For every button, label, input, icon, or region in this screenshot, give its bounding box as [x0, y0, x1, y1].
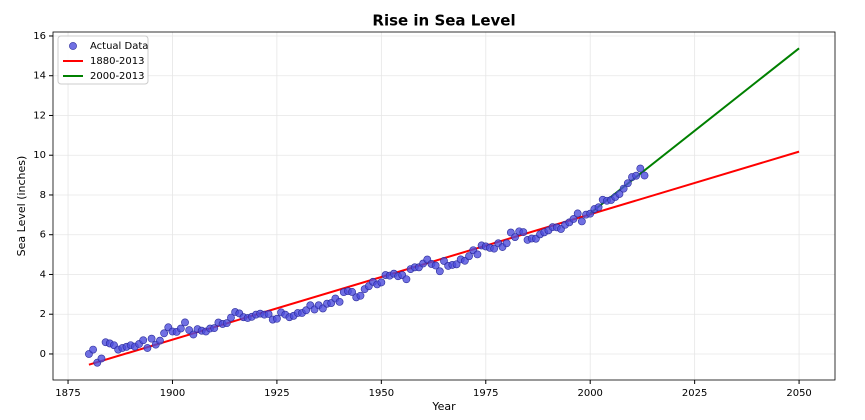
data-point: [273, 314, 281, 323]
data-point: [302, 306, 311, 315]
legend-label: Actual Data: [90, 41, 148, 52]
y-tick-label: 14: [33, 71, 46, 82]
data-point: [640, 171, 649, 180]
legend-label: 1880-2013: [90, 56, 145, 67]
data-point: [176, 324, 185, 333]
data-point: [222, 319, 231, 328]
x-tick-label: 1950: [369, 388, 394, 399]
y-tick-label: 10: [33, 150, 46, 161]
data-point: [210, 324, 219, 333]
data-point: [619, 184, 628, 193]
data-point: [577, 217, 586, 226]
data-point: [181, 318, 189, 327]
data-point: [623, 179, 632, 188]
x-tick-label: 1900: [160, 388, 185, 399]
data-point: [139, 336, 148, 345]
data-point: [264, 310, 273, 318]
data-point: [490, 244, 499, 253]
data-point: [156, 336, 164, 345]
data-point: [435, 267, 444, 276]
legend-label: 2000-2013: [90, 71, 145, 82]
data-point: [615, 190, 624, 198]
data-point: [147, 334, 156, 343]
data-point: [632, 171, 641, 180]
chart-title: Rise in Sea Level: [372, 12, 515, 30]
y-tick-label: 12: [33, 110, 46, 121]
y-axis-label: Sea Level (inches): [15, 156, 28, 257]
data-point: [89, 345, 98, 354]
data-point: [465, 252, 473, 261]
y-tick-label: 16: [33, 31, 46, 42]
data-point: [594, 203, 603, 212]
data-point: [452, 260, 461, 269]
data-point: [356, 291, 365, 300]
y-tick-label: 4: [40, 269, 46, 280]
data-point: [431, 261, 440, 270]
legend: Actual Data 1880-2013 2000-2013: [57, 35, 149, 85]
data-point: [473, 250, 482, 259]
y-tick-label: 8: [40, 190, 46, 201]
legend-box: [57, 35, 149, 85]
data-point: [335, 297, 344, 306]
data-point: [227, 313, 235, 322]
data-point: [440, 257, 448, 265]
data-point: [402, 275, 411, 284]
data-point: [502, 239, 511, 248]
data-point: [511, 233, 519, 242]
legend-swatch: [69, 42, 77, 50]
y-tick-label: 6: [40, 230, 46, 241]
x-axis-label: Year: [431, 400, 456, 413]
x-tick-label: 2000: [577, 388, 602, 399]
plot-frame: [52, 31, 836, 381]
data-point: [97, 354, 106, 363]
y-tick-label: 0: [40, 349, 46, 360]
x-tick-label: 2050: [786, 388, 811, 399]
x-tick-label: 1875: [55, 388, 80, 399]
data-point: [143, 344, 152, 352]
data-point: [569, 215, 578, 223]
data-point: [189, 330, 198, 339]
data-point: [377, 278, 386, 287]
x-tick-label: 1975: [473, 388, 498, 399]
x-tick-label: 2025: [682, 388, 707, 399]
data-point: [573, 209, 582, 218]
x-tick-label: 1925: [264, 388, 289, 399]
data-point: [636, 164, 645, 173]
data-point: [160, 329, 169, 338]
data-point: [348, 288, 356, 296]
data-point: [519, 228, 528, 237]
y-tick-label: 2: [40, 309, 46, 320]
